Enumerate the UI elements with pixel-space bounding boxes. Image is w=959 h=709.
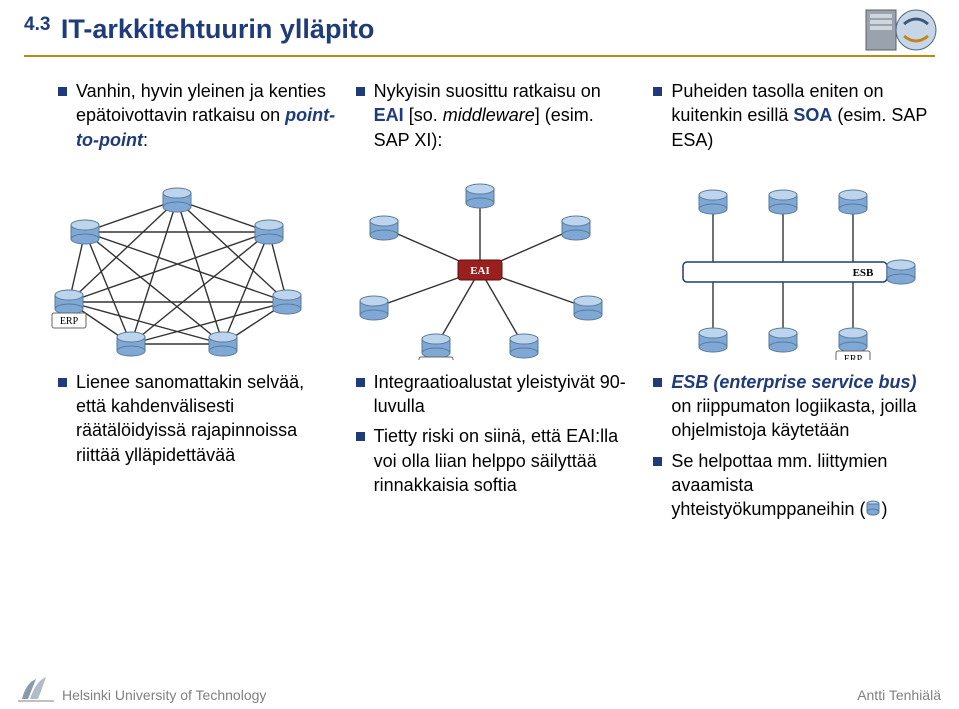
footer-left-text: Helsinki University of Technology: [62, 687, 266, 703]
bottom-col-2: Integraatioalustat yleistyivät 90-luvull…: [356, 370, 634, 529]
cylinder-icon: [865, 498, 881, 522]
slide-header: 4.3 IT-arkkitehtuurin ylläpito: [0, 0, 959, 45]
top-columns: Vanhin, hyvin yleinen ja kenties epätoiv…: [0, 57, 959, 158]
top-col3-item: Puheiden tasolla eniten on kuitenkin esi…: [653, 79, 931, 152]
footer-right-text: Antti Tenhiälä: [857, 687, 941, 703]
top-col1-item: Vanhin, hyvin yleinen ja kenties epätoiv…: [58, 79, 336, 152]
svg-text:ESB: ESB: [852, 267, 873, 279]
page-title: IT-arkkitehtuurin ylläpito: [61, 14, 375, 45]
university-logo-icon: [18, 673, 54, 703]
diagram-p2p: ERP: [37, 172, 317, 360]
corner-decor-icon: [860, 2, 945, 58]
diagram-esb: ESB ERP: [643, 172, 923, 360]
bottom-col1-item: Lienee sanomattakin selvää, että kahdenv…: [58, 370, 336, 467]
svg-text:ERP: ERP: [843, 354, 862, 360]
bottom-col-3: ESB (enterprise service bus) on riippuma…: [653, 370, 931, 529]
diagrams-row: ERP EAIERP ESB ERP: [0, 158, 959, 360]
top-col-1: Vanhin, hyvin yleinen ja kenties epätoiv…: [58, 79, 336, 158]
slide-footer: Helsinki University of Technology Antti …: [0, 673, 959, 703]
svg-text:ERP: ERP: [59, 316, 78, 327]
top-col2-item: Nykyisin suosittu ratkaisu on EAI [so. m…: [356, 79, 634, 152]
top-col-2: Nykyisin suosittu ratkaisu on EAI [so. m…: [356, 79, 634, 158]
bottom-col2-item-b: Tietty riski on siinä, että EAI:lla voi …: [356, 424, 634, 497]
bottom-col3-item-a: ESB (enterprise service bus) on riippuma…: [653, 370, 931, 443]
diagram-eai: EAIERP: [340, 172, 620, 360]
bottom-col3-item-b: Se helpottaa mm. liittymien avaamista yh…: [653, 449, 931, 523]
bottom-col2-item-a: Integraatioalustat yleistyivät 90-luvull…: [356, 370, 634, 419]
section-number: 4.3: [24, 14, 50, 36]
top-col-3: Puheiden tasolla eniten on kuitenkin esi…: [653, 79, 931, 158]
bottom-columns: Lienee sanomattakin selvää, että kahdenv…: [0, 360, 959, 529]
bottom-col-1: Lienee sanomattakin selvää, että kahdenv…: [58, 370, 336, 529]
svg-text:EAI: EAI: [470, 265, 490, 277]
